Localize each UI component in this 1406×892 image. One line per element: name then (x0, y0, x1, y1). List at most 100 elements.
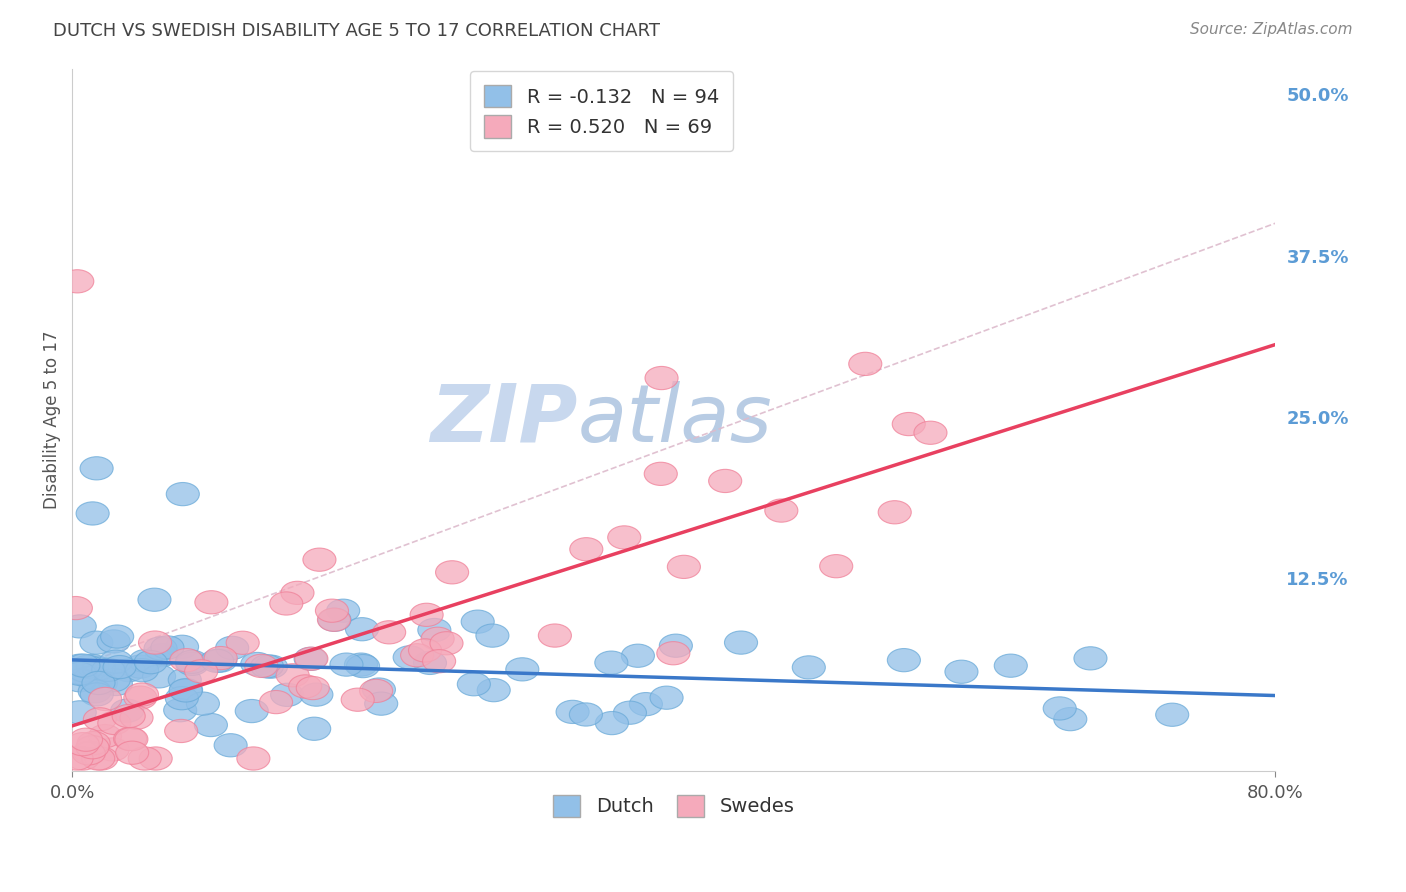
Ellipse shape (170, 648, 202, 672)
Ellipse shape (67, 659, 101, 682)
Ellipse shape (82, 672, 115, 695)
Ellipse shape (364, 692, 398, 715)
Ellipse shape (170, 679, 202, 702)
Ellipse shape (595, 651, 628, 674)
Ellipse shape (124, 655, 157, 678)
Ellipse shape (77, 731, 110, 755)
Ellipse shape (363, 678, 395, 701)
Ellipse shape (204, 647, 238, 670)
Ellipse shape (299, 683, 333, 706)
Ellipse shape (204, 649, 236, 673)
Ellipse shape (849, 352, 882, 376)
Ellipse shape (80, 683, 114, 706)
Ellipse shape (420, 627, 454, 650)
Ellipse shape (166, 635, 198, 658)
Ellipse shape (63, 662, 96, 685)
Ellipse shape (297, 676, 329, 699)
Ellipse shape (100, 650, 132, 673)
Ellipse shape (506, 657, 538, 681)
Ellipse shape (169, 668, 201, 691)
Ellipse shape (145, 644, 179, 667)
Ellipse shape (423, 649, 456, 673)
Ellipse shape (994, 654, 1028, 677)
Ellipse shape (792, 656, 825, 679)
Ellipse shape (134, 650, 167, 673)
Ellipse shape (195, 591, 228, 614)
Ellipse shape (613, 701, 647, 724)
Ellipse shape (72, 742, 105, 765)
Ellipse shape (315, 599, 349, 623)
Ellipse shape (128, 747, 162, 770)
Ellipse shape (165, 719, 198, 742)
Ellipse shape (288, 675, 322, 698)
Ellipse shape (124, 686, 157, 709)
Ellipse shape (401, 644, 433, 667)
Ellipse shape (89, 688, 122, 711)
Ellipse shape (66, 732, 100, 756)
Ellipse shape (621, 644, 654, 667)
Ellipse shape (187, 692, 219, 715)
Ellipse shape (84, 672, 118, 695)
Ellipse shape (60, 269, 94, 293)
Ellipse shape (1043, 697, 1076, 720)
Ellipse shape (346, 655, 380, 678)
Ellipse shape (60, 747, 93, 770)
Ellipse shape (76, 655, 110, 678)
Ellipse shape (318, 608, 352, 632)
Ellipse shape (215, 636, 249, 659)
Ellipse shape (125, 683, 159, 706)
Ellipse shape (169, 679, 202, 702)
Ellipse shape (724, 631, 758, 654)
Ellipse shape (83, 707, 117, 731)
Y-axis label: Disability Age 5 to 17: Disability Age 5 to 17 (44, 331, 60, 509)
Ellipse shape (820, 555, 853, 578)
Ellipse shape (176, 652, 209, 675)
Ellipse shape (276, 664, 309, 687)
Ellipse shape (139, 631, 172, 654)
Ellipse shape (91, 658, 125, 681)
Ellipse shape (1053, 707, 1087, 731)
Ellipse shape (475, 624, 509, 648)
Ellipse shape (96, 738, 129, 761)
Ellipse shape (112, 705, 145, 728)
Ellipse shape (607, 525, 641, 549)
Ellipse shape (100, 673, 132, 696)
Ellipse shape (595, 712, 628, 735)
Ellipse shape (302, 548, 336, 571)
Ellipse shape (115, 741, 149, 764)
Ellipse shape (538, 624, 571, 648)
Ellipse shape (69, 728, 103, 751)
Ellipse shape (176, 650, 208, 673)
Ellipse shape (73, 740, 107, 764)
Ellipse shape (240, 652, 274, 675)
Ellipse shape (879, 500, 911, 524)
Ellipse shape (80, 631, 112, 654)
Ellipse shape (281, 582, 314, 605)
Ellipse shape (298, 717, 330, 740)
Ellipse shape (270, 592, 302, 615)
Ellipse shape (346, 617, 378, 640)
Ellipse shape (79, 680, 111, 703)
Ellipse shape (360, 680, 392, 703)
Ellipse shape (250, 655, 284, 678)
Ellipse shape (89, 724, 121, 747)
Ellipse shape (235, 699, 269, 723)
Ellipse shape (260, 690, 292, 714)
Ellipse shape (644, 462, 678, 485)
Ellipse shape (893, 412, 925, 435)
Ellipse shape (129, 649, 162, 673)
Ellipse shape (709, 469, 742, 492)
Ellipse shape (163, 698, 197, 722)
Text: DUTCH VS SWEDISH DISABILITY AGE 5 TO 17 CORRELATION CHART: DUTCH VS SWEDISH DISABILITY AGE 5 TO 17 … (53, 22, 661, 40)
Ellipse shape (103, 656, 136, 679)
Ellipse shape (138, 588, 172, 611)
Ellipse shape (63, 669, 96, 692)
Ellipse shape (630, 692, 662, 715)
Ellipse shape (330, 653, 363, 676)
Ellipse shape (394, 646, 426, 669)
Ellipse shape (66, 747, 100, 770)
Ellipse shape (63, 701, 96, 724)
Text: atlas: atlas (578, 381, 772, 459)
Ellipse shape (945, 660, 979, 683)
Ellipse shape (411, 603, 443, 626)
